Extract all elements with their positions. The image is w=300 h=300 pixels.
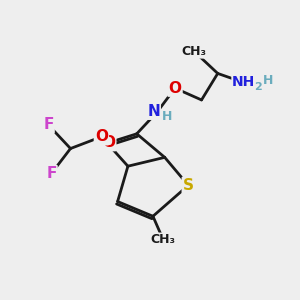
Text: S: S — [183, 178, 194, 193]
Text: NH: NH — [232, 75, 255, 89]
Text: O: O — [169, 81, 182, 96]
Text: N: N — [148, 104, 160, 119]
Text: H: H — [262, 74, 273, 87]
Text: 2: 2 — [254, 82, 262, 92]
Text: CH₃: CH₃ — [182, 45, 207, 58]
Text: O: O — [102, 135, 115, 150]
Text: H: H — [162, 110, 172, 123]
Text: F: F — [46, 166, 56, 181]
Text: CH₃: CH₃ — [151, 233, 176, 246]
Text: O: O — [95, 129, 108, 144]
Text: F: F — [43, 118, 54, 133]
